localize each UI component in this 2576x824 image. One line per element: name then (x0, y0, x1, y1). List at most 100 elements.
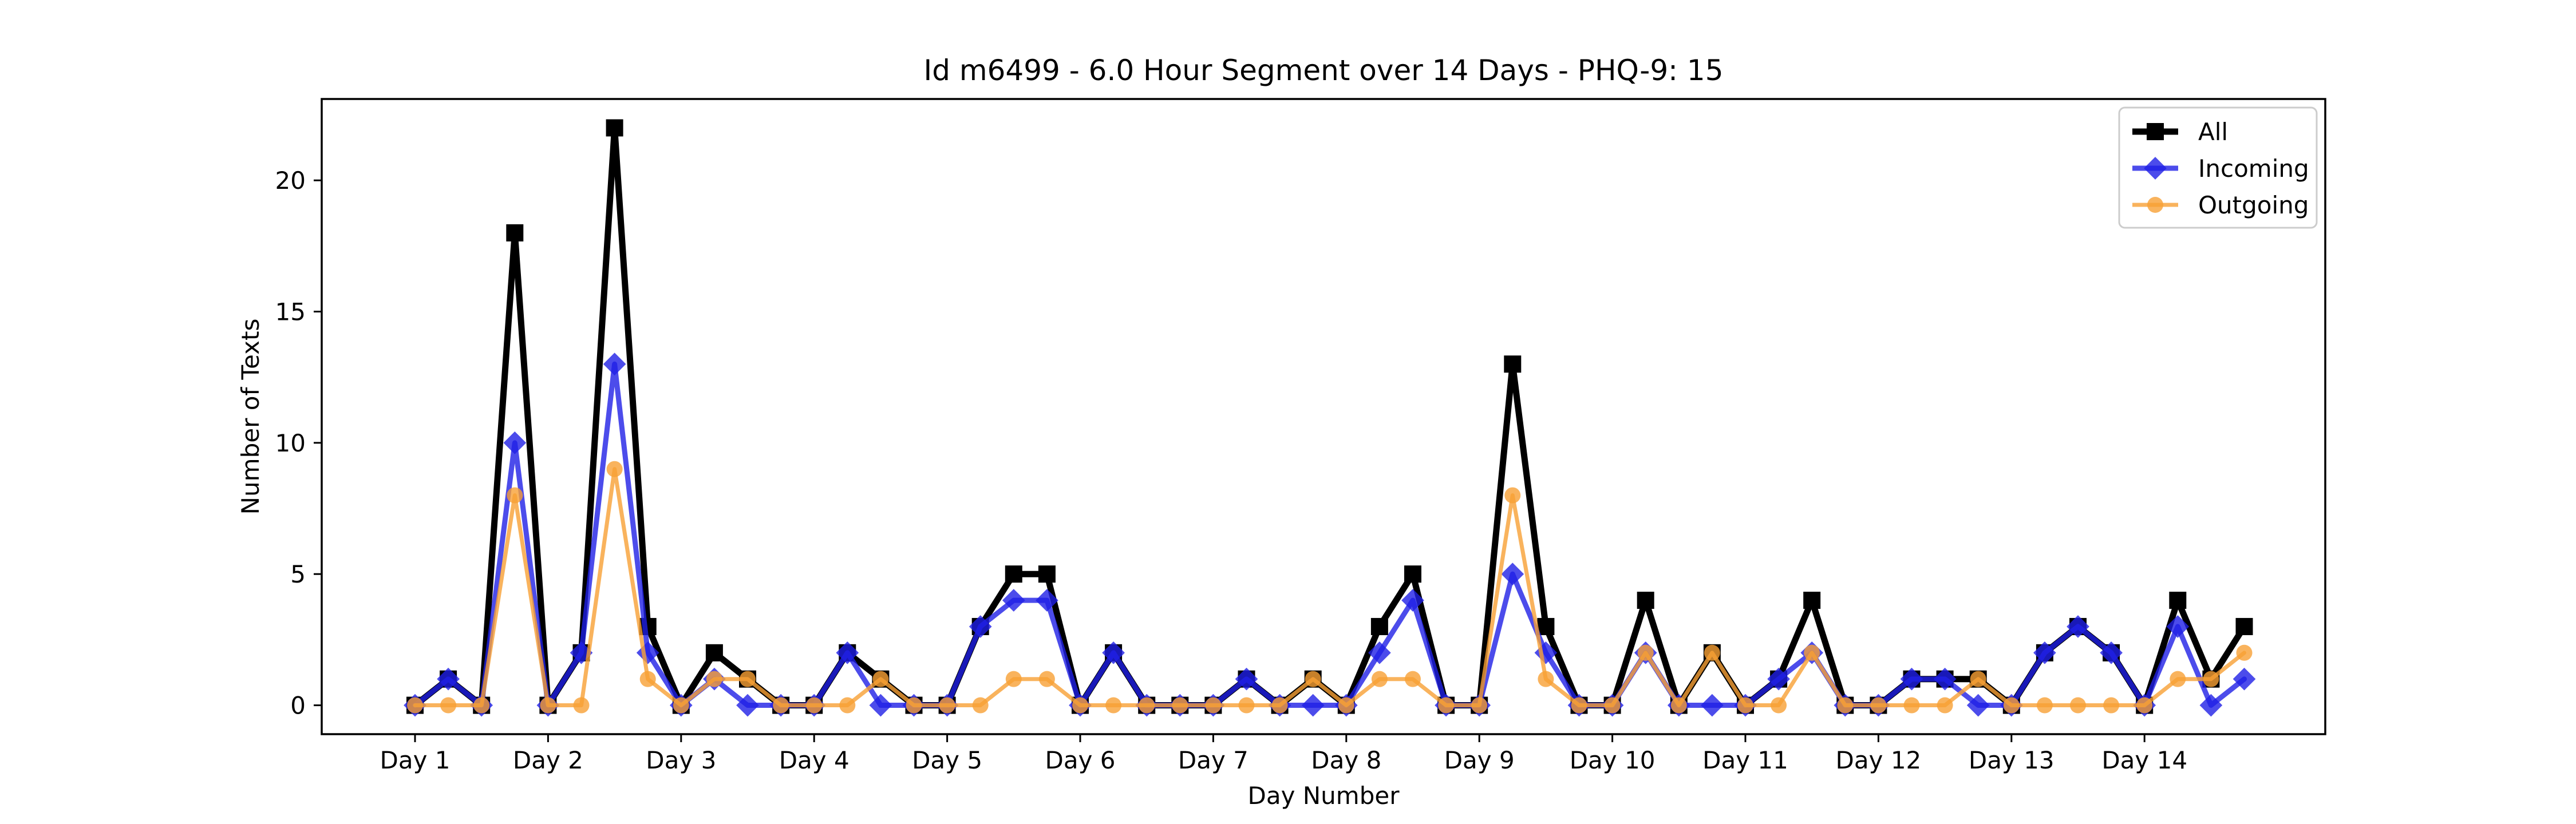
x-axis: Day 1 Day 2 Day 3 Day 4 Day 5 Day 6 Day 7 Day 8… (380, 734, 2187, 774)
x-tick-label: Day 1 (380, 746, 450, 774)
data-point-outgoing (1804, 644, 1820, 661)
x-tick-label: Day 7 (1178, 746, 1249, 774)
data-point-outgoing (1571, 697, 1587, 714)
data-point-outgoing (1371, 671, 1388, 687)
data-point-incoming (1900, 667, 1923, 691)
series-layer (404, 119, 2256, 717)
data-point-all (2169, 592, 2187, 609)
legend-frame (2118, 106, 2318, 229)
data-point-outgoing (1438, 697, 1455, 714)
data-point-outgoing (540, 697, 556, 714)
data-point-incoming (1036, 589, 1058, 612)
data-point-incoming (2067, 615, 2089, 638)
data-point-outgoing (1937, 697, 1953, 714)
legend: All Incoming Outgoing (2118, 106, 2318, 229)
data-point-outgoing (1870, 697, 1887, 714)
data-point-incoming (1368, 641, 1391, 664)
data-point-outgoing (1072, 697, 1088, 714)
data-point-incoming (1534, 641, 1558, 664)
series-outgoing (407, 461, 2253, 714)
legend-marker (2147, 197, 2163, 213)
data-point-outgoing (1903, 697, 1920, 714)
data-point-outgoing (507, 487, 523, 504)
data-point-outgoing (906, 697, 922, 714)
x-tick-label: Day 2 (513, 746, 583, 774)
data-point-outgoing (872, 671, 889, 687)
data-point-outgoing (1271, 697, 1288, 714)
data-point-outgoing (1305, 671, 1321, 687)
data-point-outgoing (1172, 697, 1188, 714)
data-point-incoming (2100, 641, 2123, 664)
data-point-all (1637, 592, 1654, 609)
x-tick-label: Day 11 (1702, 746, 1788, 774)
plot-area-frame (321, 98, 2326, 735)
data-point-incoming (1966, 694, 1990, 717)
data-point-incoming (2166, 615, 2190, 638)
data-point-incoming (1501, 562, 1524, 586)
data-point-outgoing (1637, 644, 1654, 661)
data-point-outgoing (573, 697, 590, 714)
data-point-all (1370, 617, 1388, 635)
data-point-outgoing (1238, 697, 1255, 714)
x-tick-label: Day 4 (779, 746, 850, 774)
data-point-all (1504, 355, 1522, 373)
data-point-outgoing (939, 697, 955, 714)
data-point-outgoing (606, 461, 623, 477)
data-point-all (1404, 565, 1421, 583)
data-point-all (606, 119, 623, 137)
legend-item-outgoing: Outgoing (2132, 191, 2309, 219)
legend-marker (2147, 123, 2164, 140)
data-point-all (1803, 592, 1821, 609)
data-point-outgoing (740, 671, 756, 687)
legend-label: Incoming (2198, 154, 2309, 183)
data-point-outgoing (1205, 697, 1222, 714)
y-tick-label: 20 (275, 167, 306, 195)
x-tick-label: Day 9 (1444, 746, 1515, 774)
data-point-incoming (1301, 694, 1325, 717)
data-point-outgoing (673, 697, 689, 714)
data-point-outgoing (1139, 697, 1155, 714)
data-point-outgoing (1670, 697, 1687, 714)
data-point-all (506, 224, 524, 241)
data-point-incoming (1701, 694, 1724, 717)
x-tick-label: Day 3 (646, 746, 716, 774)
data-point-all (1537, 617, 1555, 635)
data-point-outgoing (440, 697, 457, 714)
data-point-outgoing (2236, 644, 2253, 661)
legend-label: All (2198, 118, 2228, 146)
data-point-outgoing (2070, 697, 2086, 714)
data-point-incoming (1102, 641, 1125, 664)
data-point-incoming (1933, 667, 1957, 691)
data-point-all (1038, 565, 1056, 583)
data-point-outgoing (407, 697, 423, 714)
data-point-outgoing (839, 697, 856, 714)
data-point-outgoing (1771, 697, 1787, 714)
data-point-outgoing (1538, 671, 1554, 687)
data-point-outgoing (1405, 671, 1421, 687)
data-point-incoming (1235, 667, 1258, 691)
data-point-outgoing (1105, 697, 1122, 714)
data-point-incoming (969, 615, 992, 638)
data-point-outgoing (2036, 697, 2053, 714)
x-tick-label: Day 6 (1045, 746, 1115, 774)
legend-item-all: All (2132, 118, 2228, 146)
data-point-outgoing (2170, 671, 2186, 687)
data-point-outgoing (1704, 644, 1720, 661)
data-point-outgoing (1471, 697, 1488, 714)
data-point-incoming (603, 352, 626, 376)
x-tick-label: Day 13 (1969, 746, 2055, 774)
legend-label: Outgoing (2198, 191, 2309, 219)
data-point-incoming (503, 431, 527, 454)
data-point-outgoing (1837, 697, 1854, 714)
legend-item-incoming: Incoming (2132, 154, 2309, 183)
data-point-outgoing (473, 697, 490, 714)
data-point-incoming (2233, 667, 2256, 691)
data-point-outgoing (1737, 697, 1753, 714)
y-axis-label: Number of Texts (236, 319, 264, 515)
data-point-incoming (836, 641, 859, 664)
data-point-outgoing (972, 697, 989, 714)
y-axis: 0 5 10 15 20 (275, 167, 322, 720)
data-point-outgoing (1005, 671, 1022, 687)
data-point-outgoing (1604, 697, 1621, 714)
